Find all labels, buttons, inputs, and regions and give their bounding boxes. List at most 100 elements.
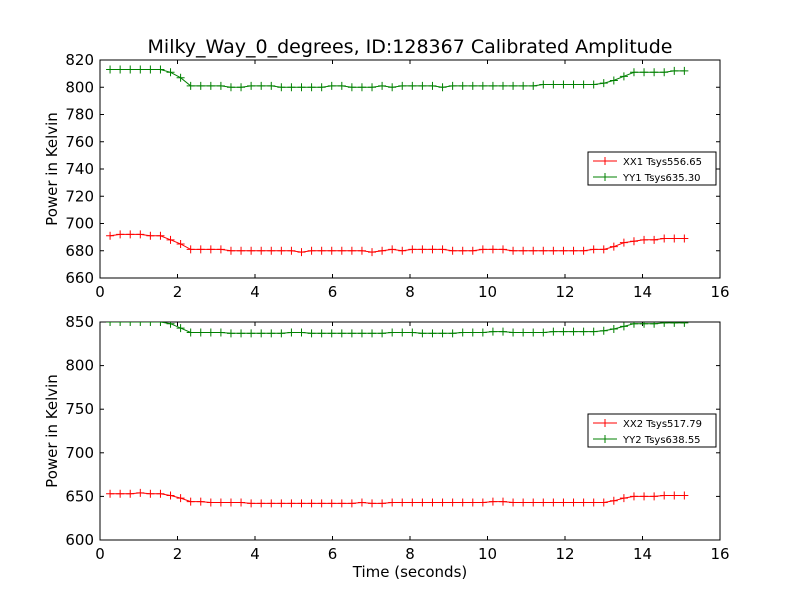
data-point (216, 245, 225, 254)
data-point (378, 499, 387, 508)
data-point (680, 322, 689, 327)
data-point (368, 83, 377, 92)
data-point (640, 235, 649, 244)
data-point (196, 245, 205, 254)
data-point (317, 83, 326, 92)
data-point (468, 246, 477, 255)
x-tick-label: 12 (555, 545, 574, 563)
data-point (267, 329, 276, 338)
data-point (599, 79, 608, 88)
data-point (619, 322, 628, 331)
x-tick-label: 2 (173, 283, 183, 301)
data-point (509, 328, 518, 337)
data-point (670, 322, 679, 327)
data-point (499, 81, 507, 90)
data-point (499, 245, 507, 254)
x-tick-label: 14 (633, 283, 652, 301)
data-point (569, 498, 578, 507)
data-point (196, 497, 205, 506)
data-point (388, 498, 397, 507)
data-point (368, 248, 377, 257)
data-point (166, 235, 175, 244)
data-point (468, 328, 477, 337)
data-point (629, 237, 638, 246)
data-point (539, 80, 548, 89)
data-point (428, 329, 437, 338)
data-point (519, 81, 528, 90)
data-point (650, 492, 659, 501)
data-point (327, 329, 336, 338)
y-tick-label: 720 (65, 187, 94, 205)
data-point (579, 80, 588, 89)
data-point (106, 65, 115, 74)
data-point (226, 246, 235, 255)
data-point (307, 499, 316, 508)
data-point (680, 66, 689, 75)
data-point (307, 329, 316, 338)
x-axis-label: Time (seconds) (352, 563, 468, 581)
data-point (347, 329, 356, 338)
data-point (619, 494, 628, 503)
data-point (640, 322, 649, 328)
data-point (116, 489, 125, 498)
data-point (660, 491, 669, 500)
data-point (106, 231, 115, 240)
data-point (176, 494, 185, 503)
data-point (277, 83, 286, 92)
data-point (519, 328, 528, 337)
data-point (458, 246, 467, 255)
data-point (559, 80, 568, 89)
data-point (368, 329, 377, 338)
series-line-1 (110, 233, 685, 253)
data-point (277, 329, 286, 338)
data-point (589, 327, 598, 336)
data-point (509, 246, 518, 255)
data-point (337, 499, 346, 508)
data-point (478, 245, 487, 254)
data-point (529, 498, 538, 507)
data-point (428, 81, 437, 90)
legend: XX2 Tsys517.79 YY2 Tsys638.55 (587, 413, 717, 448)
data-point (398, 328, 407, 337)
data-point (488, 81, 497, 90)
data-point (126, 322, 135, 326)
x-tick-label: 6 (328, 545, 338, 563)
data-point (569, 246, 578, 255)
data-point (327, 81, 336, 90)
data-point (186, 497, 195, 506)
data-point (327, 246, 336, 255)
y-tick-label: 780 (65, 106, 94, 124)
y-tick-label: 700 (65, 444, 94, 462)
data-point (640, 492, 649, 501)
data-point (347, 83, 356, 92)
x-tick-label: 4 (250, 545, 260, 563)
data-point (357, 83, 366, 92)
data-point (680, 234, 689, 243)
data-point (347, 246, 356, 255)
data-point (488, 327, 497, 336)
data-point (418, 329, 427, 338)
data-point (629, 322, 638, 328)
data-point (499, 327, 507, 336)
data-point (398, 81, 407, 90)
data-point (146, 65, 155, 74)
data-point (418, 81, 427, 90)
y-tick-label: 800 (65, 357, 94, 375)
y-tick-label: 850 (65, 313, 94, 331)
data-point (156, 65, 165, 74)
data-point (287, 499, 296, 508)
data-point (619, 238, 628, 247)
y-tick-label: 800 (65, 78, 94, 96)
data-point (317, 499, 326, 508)
data-point (650, 68, 659, 77)
data-point (629, 492, 638, 501)
data-point (660, 234, 669, 243)
data-point (559, 498, 568, 507)
data-point (650, 322, 659, 328)
data-point (206, 81, 215, 90)
top-chart: 0 2 4 6 8 10 12 14 16 660 680 700 720 740 760 780 800 820… (43, 51, 730, 301)
data-point (539, 328, 548, 337)
legend-swatch-marker (601, 435, 609, 443)
data-point (549, 246, 558, 255)
